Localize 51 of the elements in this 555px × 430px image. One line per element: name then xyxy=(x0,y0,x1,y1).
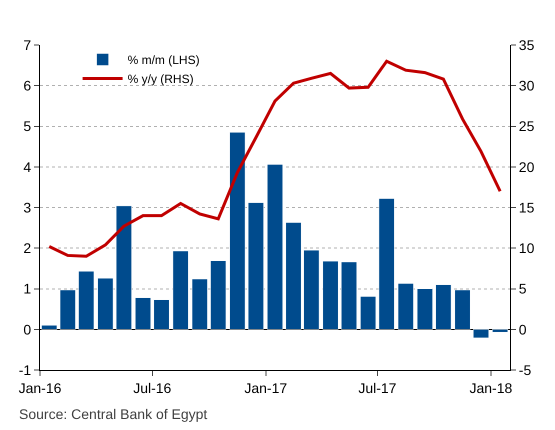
y-tick-label: 3 xyxy=(23,199,32,216)
bar xyxy=(341,262,357,330)
bar xyxy=(303,250,320,330)
y2-tick-label: 20 xyxy=(518,158,535,175)
y2-tick-label: 30 xyxy=(518,78,535,94)
y2-tick-label: 10 xyxy=(518,240,535,256)
bar xyxy=(360,296,376,330)
bar xyxy=(378,198,395,330)
bar xyxy=(435,284,452,330)
y2-tick-label: 25 xyxy=(518,118,535,134)
y-tick-label: 6 xyxy=(23,78,32,94)
y-tick-label: 7 xyxy=(23,36,32,53)
y-tick-label: 1 xyxy=(23,280,32,297)
bar xyxy=(116,206,132,330)
y-tick-label: 0 xyxy=(23,321,32,338)
legend-label: % m/m (LHS) xyxy=(128,53,200,68)
bar xyxy=(454,290,470,330)
y-tick-label: 2 xyxy=(23,240,32,256)
x-tick-label: Jan-18 xyxy=(469,380,512,396)
bar xyxy=(78,271,94,330)
y-tick-label: 5 xyxy=(23,118,32,134)
bar xyxy=(192,278,208,330)
bar xyxy=(229,132,246,330)
bar xyxy=(60,290,76,330)
x-tick-label: Jul-16 xyxy=(133,380,172,396)
bar xyxy=(154,299,170,330)
source-note: Source: Central Bank of Egypt xyxy=(19,406,208,422)
y2-tick-label: 0 xyxy=(518,321,527,338)
bar xyxy=(322,260,338,330)
bar xyxy=(267,164,283,330)
bar xyxy=(210,260,226,330)
y2-tick-label: 15 xyxy=(518,199,535,216)
bar xyxy=(286,222,302,330)
y2-tick-label: -5 xyxy=(518,362,532,378)
bar xyxy=(172,250,189,330)
x-tick-label: Jan-16 xyxy=(18,380,62,396)
legend-label: % y/y (RHS) xyxy=(128,72,194,86)
bar xyxy=(41,325,58,330)
y-tick-label: -1 xyxy=(18,362,32,378)
bar xyxy=(416,288,433,330)
x-tick-label: Jul-17 xyxy=(358,380,397,396)
y2-tick-label: 5 xyxy=(518,280,527,297)
bar xyxy=(473,329,489,338)
x-tick-label: Jan-17 xyxy=(244,380,288,396)
bar xyxy=(492,329,508,332)
bar xyxy=(248,202,264,330)
y-tick-label: 4 xyxy=(23,158,32,175)
bar xyxy=(135,297,151,330)
bar xyxy=(97,278,114,330)
bar xyxy=(398,283,414,330)
y2-tick-label: 35 xyxy=(518,36,535,53)
